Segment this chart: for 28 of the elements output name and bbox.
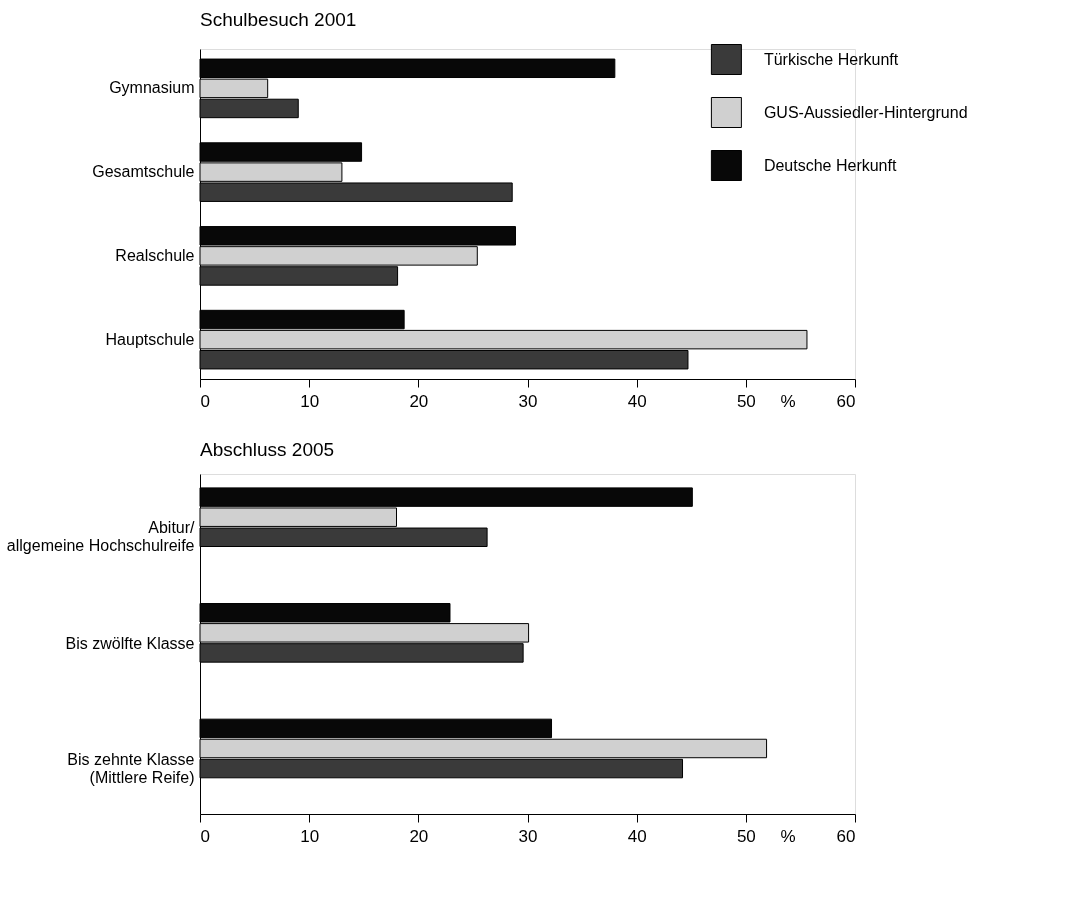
x-tick-label: 60 bbox=[836, 391, 856, 411]
x-tick-label: 20 bbox=[409, 826, 429, 846]
x-tick-label: 60 bbox=[836, 826, 856, 846]
x-axis-title: % bbox=[780, 826, 796, 846]
x-tick-label: 40 bbox=[627, 826, 647, 846]
y-tick-label: Abitur/ allgemeine Hochschulreife bbox=[6, 519, 196, 555]
legend-label: Deutsche Herkunft bbox=[763, 156, 897, 174]
x-tick-label: 30 bbox=[518, 391, 538, 411]
y-tick-label: Realschule bbox=[115, 246, 195, 264]
y-tick-label: Bis zwölfte Klasse bbox=[65, 635, 195, 652]
x-tick-label: 10 bbox=[300, 391, 320, 411]
y-tick-label: Hauptschule bbox=[105, 330, 195, 348]
x-tick-label: 30 bbox=[518, 826, 538, 846]
x-tick-label: 0 bbox=[200, 391, 210, 411]
x-tick-label: 50 bbox=[736, 826, 756, 846]
x-tick-label: 40 bbox=[627, 391, 647, 411]
y-tick-label: Gesamtschule bbox=[92, 163, 195, 181]
y-tick-label: Bis zehnte Klasse (Mittlere Reife) bbox=[67, 750, 195, 786]
x-tick-label: 50 bbox=[736, 391, 756, 411]
x-tick-label: 20 bbox=[409, 391, 429, 411]
legend-label: Türkische Herkunft bbox=[763, 50, 899, 68]
legend-label: GUS-Aussiedler-Hintergrund bbox=[763, 103, 968, 121]
chart-title: Schulbesuch 2001 bbox=[200, 9, 357, 30]
x-tick-label: 0 bbox=[200, 826, 210, 846]
x-axis-title: % bbox=[780, 391, 796, 411]
y-tick-label: Gymnasium bbox=[109, 79, 195, 97]
x-tick-label: 10 bbox=[300, 826, 320, 846]
chart-title: Abschluss 2005 bbox=[200, 439, 335, 460]
